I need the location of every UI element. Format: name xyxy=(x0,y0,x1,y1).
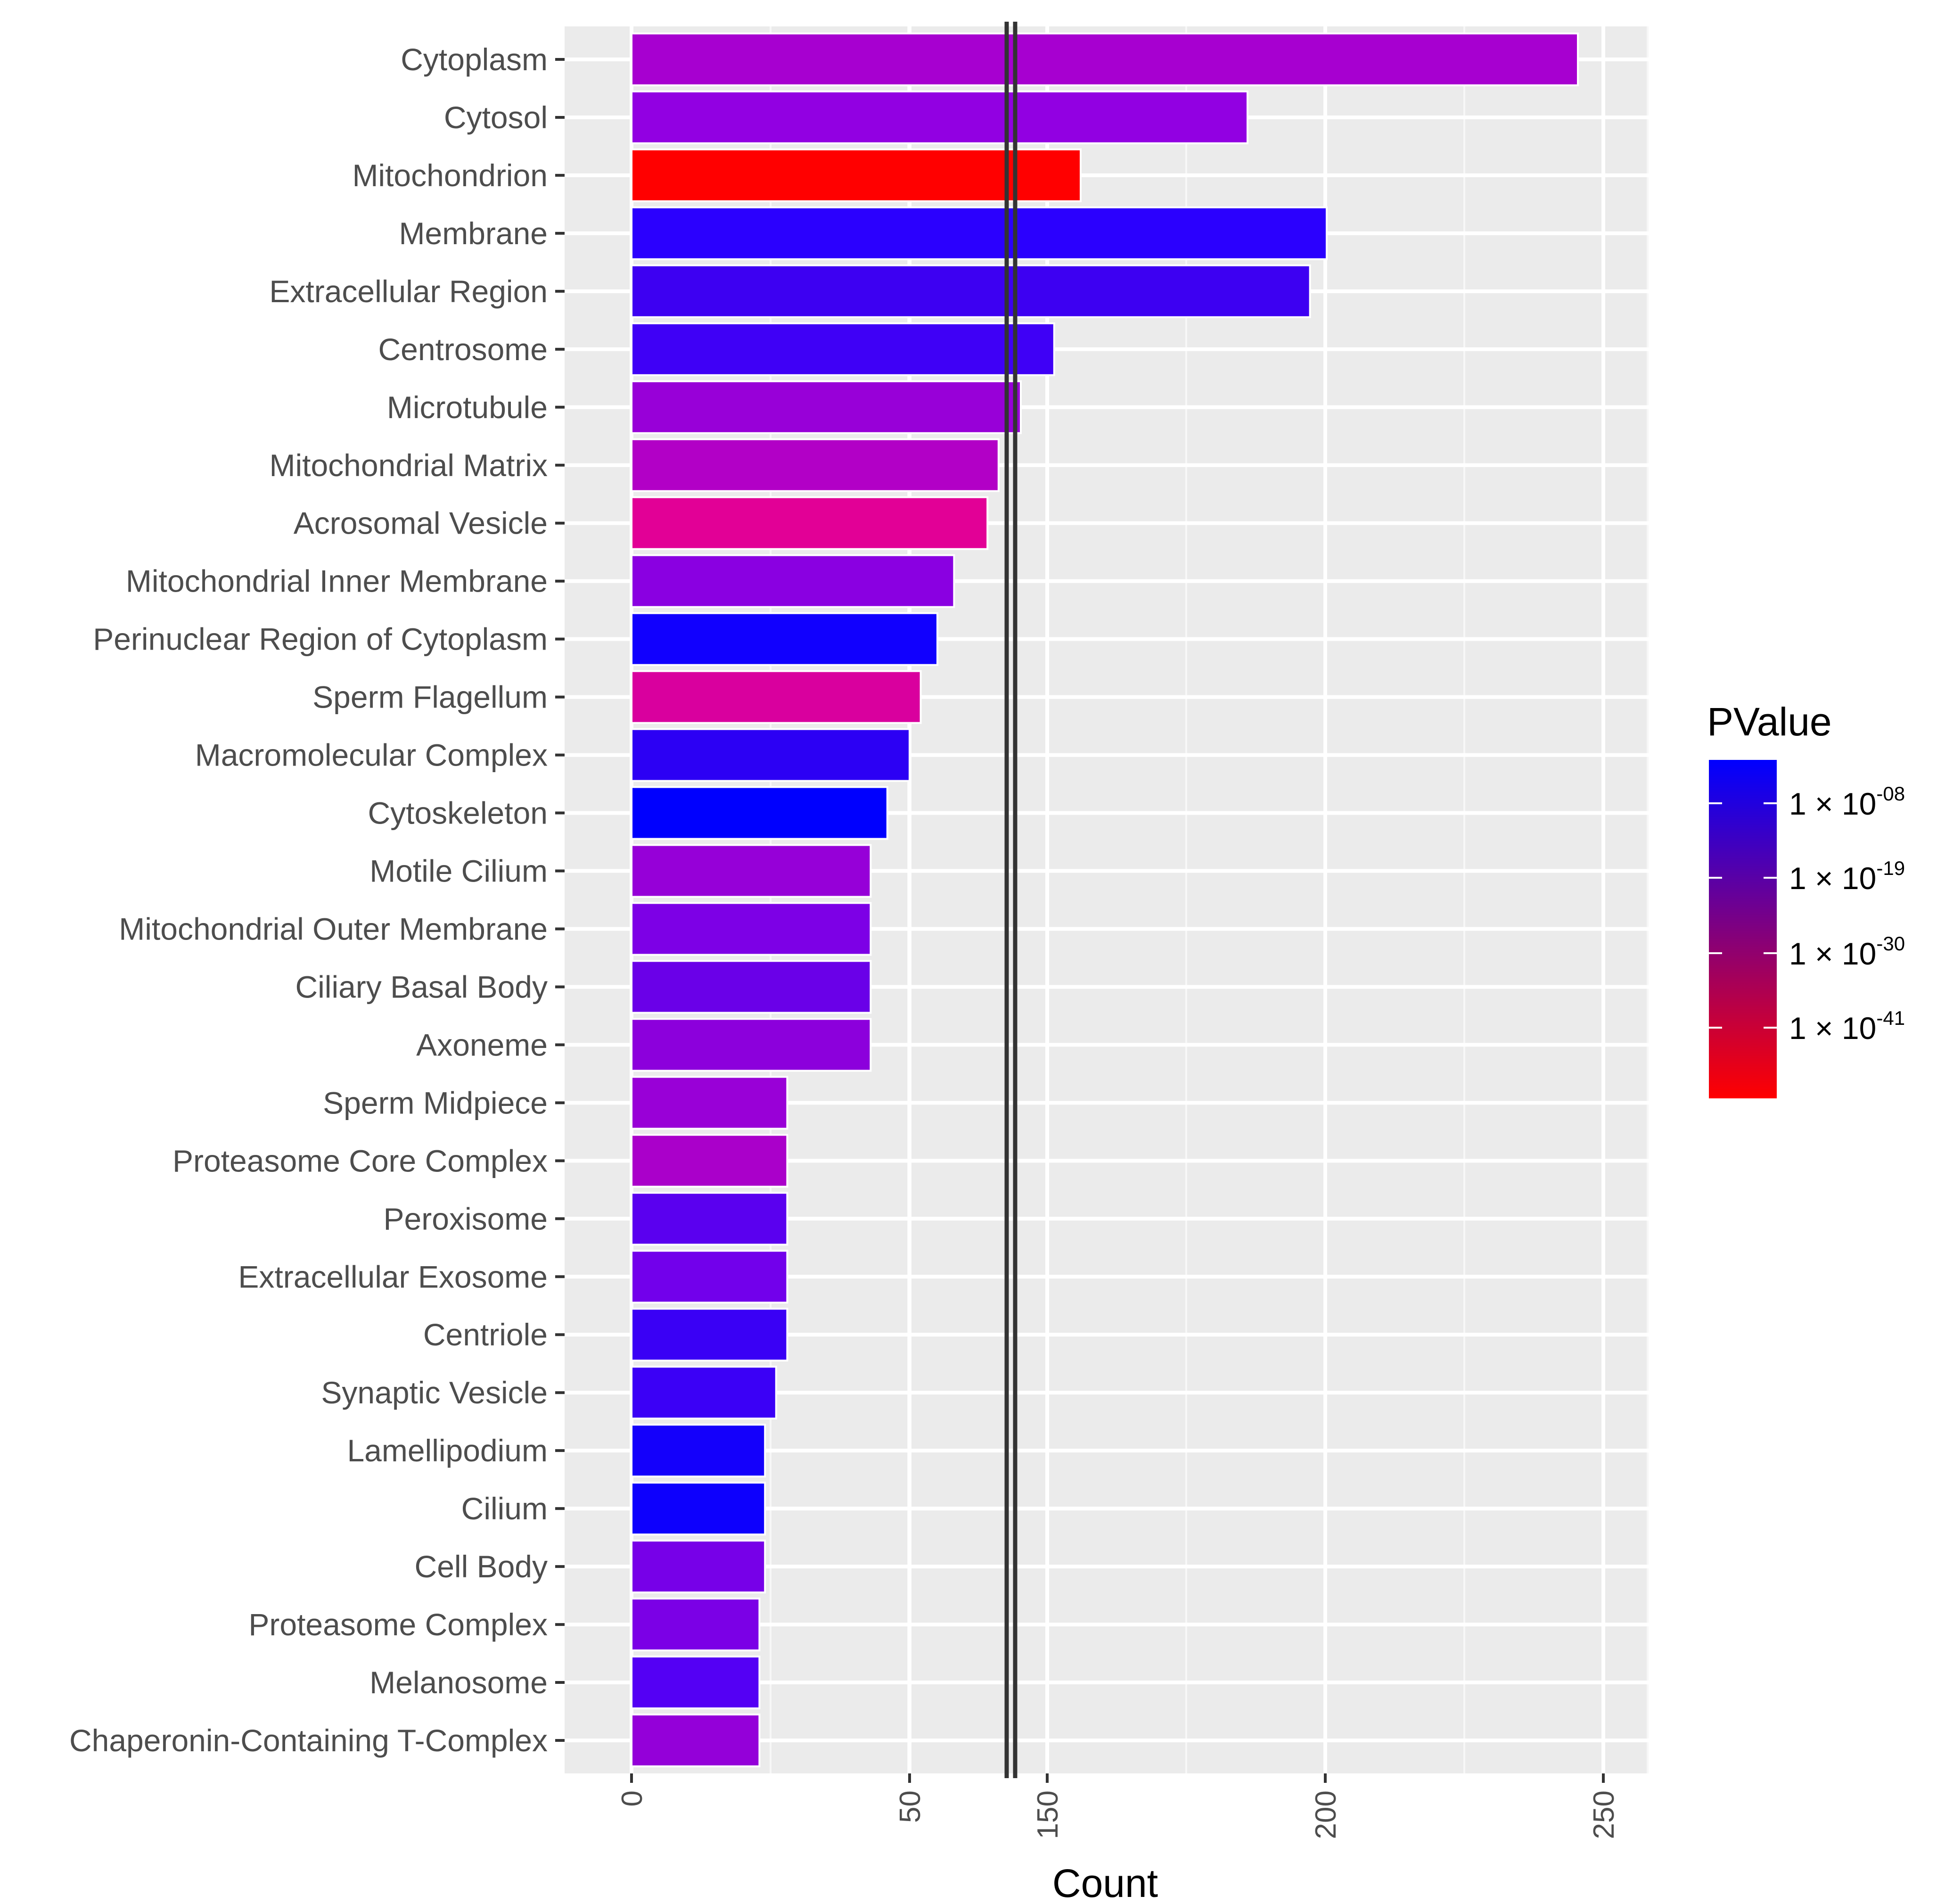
bar-axoneme xyxy=(631,1018,872,1072)
bar-membrane xyxy=(631,206,1328,260)
y-axis-category-labels: Cytoplasm Cytosol Mitochondrion Membrane Ext… xyxy=(69,42,548,1758)
legend-label: 1 × 10-41 xyxy=(1789,1007,1905,1046)
bar-sperm-midpiece xyxy=(631,1076,788,1130)
bar-cytoplasm xyxy=(631,33,1579,86)
axis-break xyxy=(1004,22,1018,1778)
bar-lamellipodium xyxy=(631,1424,766,1478)
bar-peroxisome xyxy=(631,1192,788,1246)
category-label: Extracellular Region xyxy=(269,274,548,309)
category-label: Lamellipodium xyxy=(347,1433,548,1468)
x-tick-label: 0 xyxy=(616,1790,648,1806)
bars xyxy=(631,33,1579,1767)
legend-label-exponent: -08 xyxy=(1876,783,1905,805)
legend-label-base: 1 × 10 xyxy=(1789,936,1876,971)
x-axis-ticks xyxy=(630,1773,1605,1783)
bar-mitochondrial-inner-membrane xyxy=(631,554,955,608)
bar-cell-body xyxy=(631,1540,766,1594)
category-label: Synaptic Vesicle xyxy=(321,1375,548,1410)
category-label: Melanosome xyxy=(369,1665,548,1700)
category-label: Macromolecular Complex xyxy=(195,738,548,773)
bar-centrosome xyxy=(631,322,1055,376)
category-label: Mitochondrial Matrix xyxy=(269,448,548,483)
x-tick-label: 200 xyxy=(1310,1790,1342,1839)
bar-cytoskeleton xyxy=(631,786,888,840)
bar-ciliary-basal-body xyxy=(631,960,872,1014)
bar-extracellular-region xyxy=(631,264,1311,318)
legend-label: 1 × 10-19 xyxy=(1789,857,1905,896)
bar-sperm-flagellum xyxy=(631,670,922,724)
y-axis-ticks xyxy=(555,58,565,1742)
legend-label-base: 1 × 10 xyxy=(1789,861,1876,896)
category-label: Ciliary Basal Body xyxy=(295,969,548,1004)
bar-proteasome-complex xyxy=(631,1598,761,1652)
category-label: Proteasome Core Complex xyxy=(172,1143,548,1178)
legend-label: 1 × 10-30 xyxy=(1789,932,1905,971)
pvalue-legend: PValue 1 × 10-081 × 10-191 × 10-301 × 10… xyxy=(1707,700,1905,1098)
legend-label: 1 × 10-08 xyxy=(1789,783,1905,821)
bar-extracellular-exosome xyxy=(631,1250,788,1304)
category-label: Cell Body xyxy=(415,1549,548,1584)
category-label: Cilium xyxy=(461,1491,548,1526)
legend-label-exponent: -30 xyxy=(1876,932,1905,955)
bar-chaperonin-containing-t-complex xyxy=(631,1714,761,1767)
bar-cytosol xyxy=(631,90,1248,144)
x-tick-label: 150 xyxy=(1032,1790,1064,1839)
bar-perinuclear-region-of-cytoplasm xyxy=(631,612,938,666)
legend-labels: 1 × 10-081 × 10-191 × 10-301 × 10-41 xyxy=(1789,783,1905,1046)
category-label: Cytoplasm xyxy=(401,42,548,77)
category-label: Axoneme xyxy=(416,1027,548,1062)
bar-mitochondrial-matrix xyxy=(631,438,1000,492)
category-label: Chaperonin-Containing T-Complex xyxy=(69,1723,548,1758)
bar-centriole xyxy=(631,1308,788,1362)
category-label: Sperm Midpiece xyxy=(323,1085,548,1120)
category-label: Motile Cilium xyxy=(369,854,548,889)
category-label: Mitochondrial Inner Membrane xyxy=(126,564,548,599)
category-label: Extracellular Exosome xyxy=(238,1259,548,1294)
legend-label-exponent: -19 xyxy=(1876,857,1905,879)
x-tick-label: 50 xyxy=(894,1790,927,1823)
category-label: Cytosol xyxy=(444,100,548,135)
x-axis-title: Count xyxy=(1052,1861,1158,1904)
bar-motile-cilium xyxy=(631,844,872,898)
category-label: Perinuclear Region of Cytoplasm xyxy=(93,622,548,657)
legend-tick-marks xyxy=(1709,802,1777,1029)
bar-acrosomal-vesicle xyxy=(631,496,989,550)
category-label: Cytoskeleton xyxy=(368,796,548,831)
bar-mitochondrial-outer-membrane xyxy=(631,902,872,956)
bar-melanosome xyxy=(631,1656,761,1710)
legend-label-base: 1 × 10 xyxy=(1789,786,1876,821)
x-tick-label: 250 xyxy=(1588,1790,1620,1839)
category-label: Membrane xyxy=(399,216,548,251)
bar-microtubule xyxy=(631,380,1022,434)
bar-synaptic-vesicle xyxy=(631,1366,777,1420)
category-label: Peroxisome xyxy=(384,1201,548,1236)
legend-label-base: 1 × 10 xyxy=(1789,1011,1876,1046)
category-label: Mitochondrion xyxy=(352,158,548,193)
category-label: Mitochondrial Outer Membrane xyxy=(119,911,548,946)
legend-title: PValue xyxy=(1707,700,1832,744)
category-label: Microtubule xyxy=(387,390,548,425)
category-label: Centrosome xyxy=(378,332,548,367)
category-label: Centriole xyxy=(423,1317,548,1352)
legend-label-exponent: -41 xyxy=(1876,1007,1905,1029)
legend-color-bar xyxy=(1709,760,1777,1098)
bar-macromolecular-complex xyxy=(631,728,911,782)
bar-cilium xyxy=(631,1482,766,1536)
x-axis-tick-labels: 0 50 150 200 250 xyxy=(616,1790,1620,1839)
category-label: Proteasome Complex xyxy=(248,1607,548,1642)
bar-proteasome-core-complex xyxy=(631,1134,788,1188)
category-label: Sperm Flagellum xyxy=(312,680,548,715)
category-label: Acrosomal Vesicle xyxy=(294,506,548,541)
